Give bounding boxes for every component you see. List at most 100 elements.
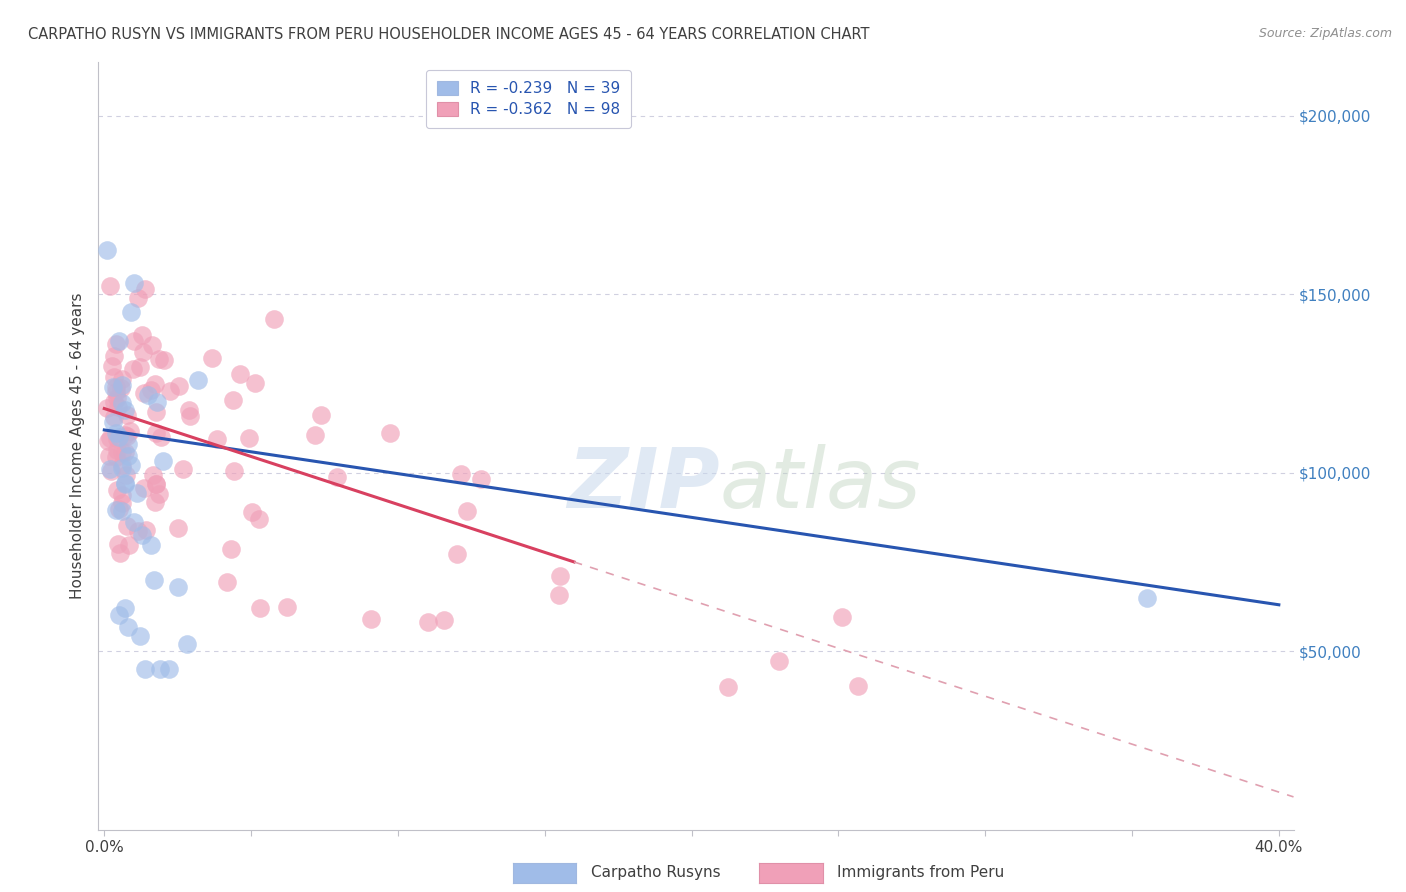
Point [134,283,156,297]
Point [103,349,125,363]
Point [100,464,122,478]
Point [450,467,472,481]
Point [105,391,128,405]
Point [547,588,569,602]
Point [238,431,260,445]
Point [108,502,131,516]
Point [159,384,181,398]
Point [129,359,152,374]
Point [146,394,169,409]
Point [240,505,263,519]
Point [115,467,138,482]
Point [179,403,201,417]
Point [103,370,125,384]
Point [104,379,127,393]
Point [105,426,128,441]
Point [768,654,790,668]
Point [224,464,246,478]
Point [326,470,349,484]
Point [104,385,127,400]
Point [98,431,121,445]
Point [114,600,136,615]
Point [114,445,136,459]
Point [831,610,853,624]
Point [117,449,139,463]
Point [117,437,139,451]
Point [176,637,198,651]
Point [548,569,571,583]
Point [145,425,167,440]
Point [111,496,134,510]
Point [152,454,174,468]
Point [309,409,332,423]
Point [135,523,157,537]
Point [111,396,134,410]
Y-axis label: Householder Income Ages 45 - 64 years: Householder Income Ages 45 - 64 years [69,293,84,599]
Point [115,409,138,423]
Point [104,450,127,464]
Point [111,488,134,502]
Point [110,458,132,472]
Point [456,503,478,517]
Point [111,445,134,459]
Point [101,380,124,394]
Point [167,379,190,393]
Point [105,483,128,497]
Point [131,328,153,343]
Point [98,450,121,464]
Point [132,385,155,400]
Point [118,538,141,552]
Point [141,538,163,552]
Point [120,305,142,319]
Point [111,503,134,517]
Point [108,430,131,444]
Point [145,477,167,491]
Point [249,601,271,615]
Point [97,434,120,448]
Point [115,518,138,533]
Point [98,461,121,475]
Point [179,409,201,424]
Point [263,311,285,326]
Point [172,462,194,476]
Point [148,351,170,366]
Point [229,367,252,381]
Point [222,393,245,408]
Point [98,278,121,293]
Point [143,495,166,509]
Point [101,359,124,373]
Point [125,486,148,500]
Point [122,515,145,529]
Point [101,415,124,429]
Point [157,662,180,676]
Point [96,401,118,415]
Point [139,384,162,398]
Point [104,336,127,351]
Point [360,612,382,626]
Legend: R = -0.239   N = 39, R = -0.362   N = 98: R = -0.239 N = 39, R = -0.362 N = 98 [426,70,631,128]
Point [107,537,129,551]
Point [110,546,132,560]
Point [120,424,142,438]
Point [215,575,238,590]
Point [1136,591,1159,605]
Point [122,334,145,348]
Point [187,373,209,387]
Point [105,442,128,457]
Point [149,662,172,676]
Point [717,680,740,694]
Point [114,475,136,490]
Point [149,430,172,444]
Text: atlas: atlas [720,444,921,524]
Point [127,524,149,539]
Point [105,502,128,516]
Point [846,680,869,694]
Point [249,512,271,526]
Point [110,381,132,395]
Point [120,458,142,472]
Point [276,600,298,615]
Text: Source: ZipAtlas.com: Source: ZipAtlas.com [1258,27,1392,40]
Text: CARPATHO RUSYN VS IMMIGRANTS FROM PERU HOUSEHOLDER INCOME AGES 45 - 64 YEARS COR: CARPATHO RUSYN VS IMMIGRANTS FROM PERU H… [28,27,870,42]
Point [122,276,145,290]
Point [145,477,167,491]
